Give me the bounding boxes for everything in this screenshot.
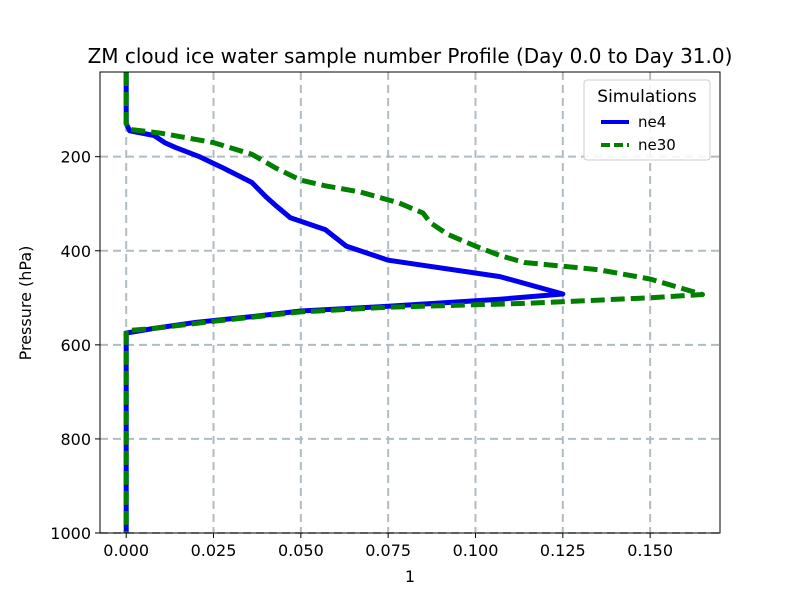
legend-label-ne30: ne30: [638, 136, 676, 154]
x-axis-label: 1: [405, 567, 415, 586]
x-tick-label: 0.075: [365, 541, 411, 560]
series-line-ne30: [123, 72, 705, 533]
legend-label-ne4: ne4: [638, 113, 666, 131]
y-tick-label: 200: [60, 148, 91, 167]
x-tick-label: 0.150: [627, 541, 673, 560]
x-tick-label: 0.000: [103, 541, 149, 560]
y-tick-label: 800: [60, 430, 91, 449]
x-tick-label: 0.100: [453, 541, 499, 560]
y-tick-label: 600: [60, 336, 91, 355]
chart-title: ZM cloud ice water sample number Profile…: [88, 44, 733, 68]
series-lines: [123, 72, 705, 533]
y-tick-label: 400: [60, 242, 91, 261]
x-axis-ticks: 0.000 0.025 0.050 0.075 0.100 0.125 0.150: [103, 533, 673, 560]
legend-box: [583, 79, 711, 161]
x-tick-label: 0.125: [540, 541, 586, 560]
legend: Simulations ne4 ne30: [583, 79, 711, 161]
y-axis-ticks: 200 400 600 800 1000: [50, 148, 100, 543]
y-axis-label: Pressure (hPa): [16, 246, 35, 361]
legend-title: Simulations: [597, 87, 697, 107]
x-tick-label: 0.050: [278, 541, 324, 560]
x-tick-label: 0.025: [191, 541, 237, 560]
plot-frame: [99, 71, 721, 534]
y-tick-label: 1000: [50, 524, 91, 543]
